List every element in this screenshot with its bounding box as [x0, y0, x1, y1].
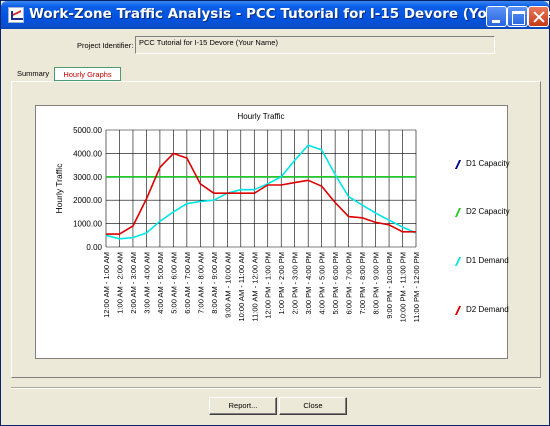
x-tick-label: 8:00 AM - 9:00 AM [210, 252, 219, 314]
y-tick-label: 5000.00 [73, 126, 102, 135]
footer-separator [11, 387, 541, 389]
minimize-button[interactable] [486, 6, 507, 27]
x-tick-label: 10:00 PM - 11:00 PM [399, 252, 408, 322]
series-line-d1-demand [105, 144, 417, 240]
y-tick-label: 2000.00 [73, 196, 102, 205]
project-identifier-label: Project Identifier: [77, 41, 134, 50]
x-tick-label: 4:00 AM - 5:00 AM [156, 252, 165, 314]
window-title: Work-Zone Traffic Analysis - PCC Tutoria… [29, 6, 550, 22]
legend-label: D1 Capacity [466, 159, 510, 168]
maximize-button[interactable] [507, 6, 528, 27]
x-tick-label: 8:00 PM - 9:00 PM [372, 252, 381, 315]
x-tick-label: 3:00 AM - 4:00 AM [142, 252, 151, 314]
legend-label: D2 Capacity [466, 207, 510, 216]
report-button[interactable]: Report... [209, 397, 277, 415]
x-tick-label: 9:00 AM - 10:00 AM [223, 252, 232, 318]
x-tick-label: 2:00 AM - 3:00 AM [129, 252, 138, 314]
project-identifier-field[interactable]: PCC Tutorial for I-15 Devore (Your Name) [135, 36, 495, 54]
x-tick-label: 7:00 PM - 8:00 PM [358, 252, 367, 315]
close-button[interactable]: Close [279, 397, 347, 415]
x-tick-label: 2:00 PM - 3:00 PM [291, 252, 300, 315]
chart-area: Hourly Traffic 0.00 1000.00 2000.00 3000.00 4… [35, 105, 510, 359]
x-tick-label: 12:00 AM - 1:00 AM [102, 252, 111, 318]
x-tick-label: 7:00 AM - 8:00 AM [196, 252, 205, 314]
close-window-button[interactable] [528, 6, 549, 27]
x-tick-label: 6:00 PM - 7:00 PM [345, 252, 354, 315]
y-tick-label: 3000.00 [73, 173, 102, 182]
y-tick-label: 0.00 [86, 243, 102, 252]
x-tick-label: 9:00 PM - 10:00 PM [385, 252, 394, 319]
y-axis-label: Hourly Traffic [54, 163, 64, 214]
x-tick-label: 6:00 AM - 7:00 AM [183, 252, 192, 314]
x-tick-label: 3:00 PM - 4:00 PM [304, 252, 313, 315]
series-line-d2-demand [106, 152, 416, 235]
x-tick-label: 11:00 AM - 12:00 AM [250, 252, 259, 322]
x-tick-label: 4:00 PM - 5:00 PM [318, 252, 327, 315]
x-tick-label: 1:00 AM - 2:00 AM [115, 252, 124, 314]
x-tick-label: 11:00 PM - 12:00 PM [412, 252, 421, 322]
x-tick-label: 10:00 AM - 11:00 AM [237, 252, 246, 322]
chart-app-icon [8, 7, 24, 23]
y-tick-label: 4000.00 [73, 149, 102, 158]
legend-label: D1 Demand [466, 256, 509, 265]
chart-title: Hourly Traffic [238, 112, 285, 121]
x-tick-label: 5:00 PM - 6:00 PM [331, 252, 340, 315]
x-tick-label: 1:00 PM - 2:00 PM [277, 252, 286, 315]
x-tick-label: 12:00 PM - 1:00 PM [264, 252, 273, 319]
x-tick-label: 5:00 AM - 6:00 AM [169, 252, 178, 314]
tab-hourly-graphs[interactable]: Hourly Graphs [54, 67, 121, 81]
hourly-traffic-chart: Hourly Traffic 0.00 1000.00 2000.00 3000.00 4… [54, 112, 421, 322]
y-tick-label: 1000.00 [73, 220, 102, 229]
tab-summary[interactable]: Summary [17, 69, 50, 78]
title-bar[interactable]: Work-Zone Traffic Analysis - PCC Tutoria… [1, 1, 550, 29]
legend-label: D2 Demand [466, 305, 509, 314]
